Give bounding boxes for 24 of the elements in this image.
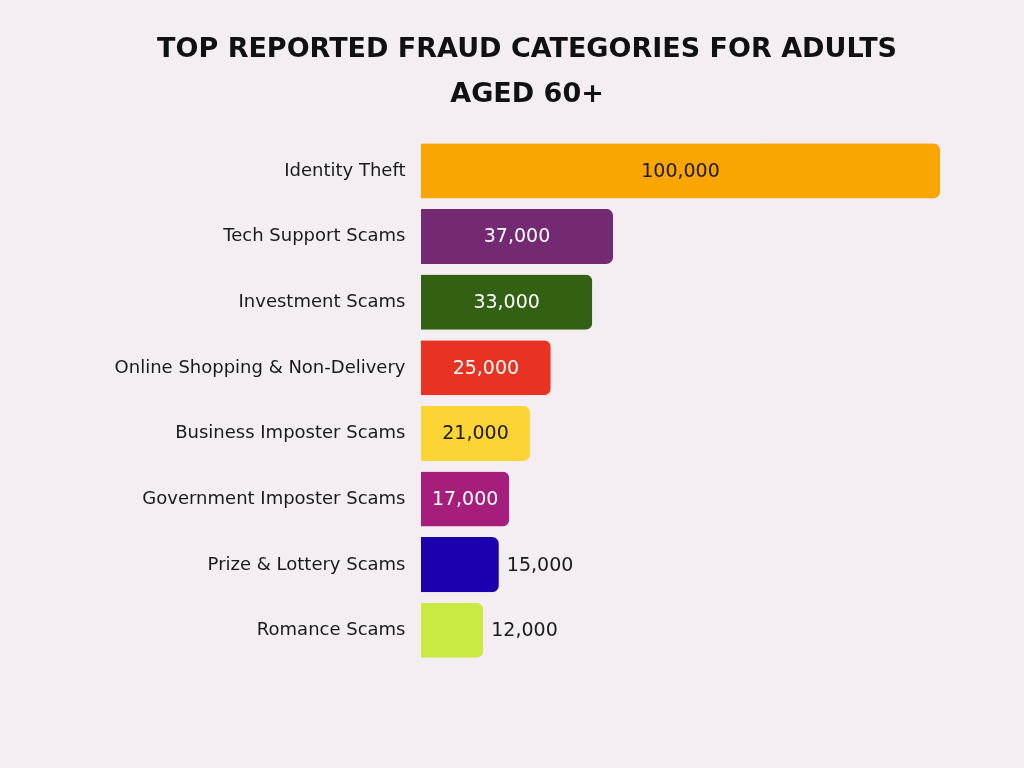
- y-tick-label: Government Imposter Scams: [142, 486, 406, 508]
- y-tick-label: Online Shopping & Non-Delivery: [114, 355, 406, 377]
- data-label: 12,000: [491, 618, 558, 641]
- y-tick-label: Business Imposter Scams: [175, 421, 406, 443]
- y-tick-label: Identity Theft: [284, 158, 406, 180]
- data-label: 33,000: [473, 290, 540, 313]
- bar: [421, 208, 614, 264]
- y-tick-label: Tech Support Scams: [222, 224, 406, 246]
- y-tick-label: Romance Scams: [256, 618, 406, 640]
- bar: [421, 537, 499, 593]
- data-label: 17,000: [431, 486, 499, 509]
- data-label: 25,000: [452, 355, 520, 378]
- data-label: 37,000: [483, 224, 551, 247]
- y-tick-label: Investment Scams: [238, 290, 406, 312]
- bar: [421, 405, 530, 461]
- bar: [421, 602, 484, 658]
- bar: [421, 143, 940, 199]
- bar: [421, 340, 551, 396]
- bar: [421, 274, 593, 330]
- data-label: 21,000: [442, 421, 509, 444]
- y-tick-label: Prize & Lottery Scams: [207, 552, 406, 574]
- data-label: 15,000: [506, 552, 574, 575]
- data-label: 100,000: [641, 158, 720, 181]
- chart-title: TOP REPORTED FRAUD CATEGORIES FOR ADULTS AGED 60+: [157, 32, 898, 108]
